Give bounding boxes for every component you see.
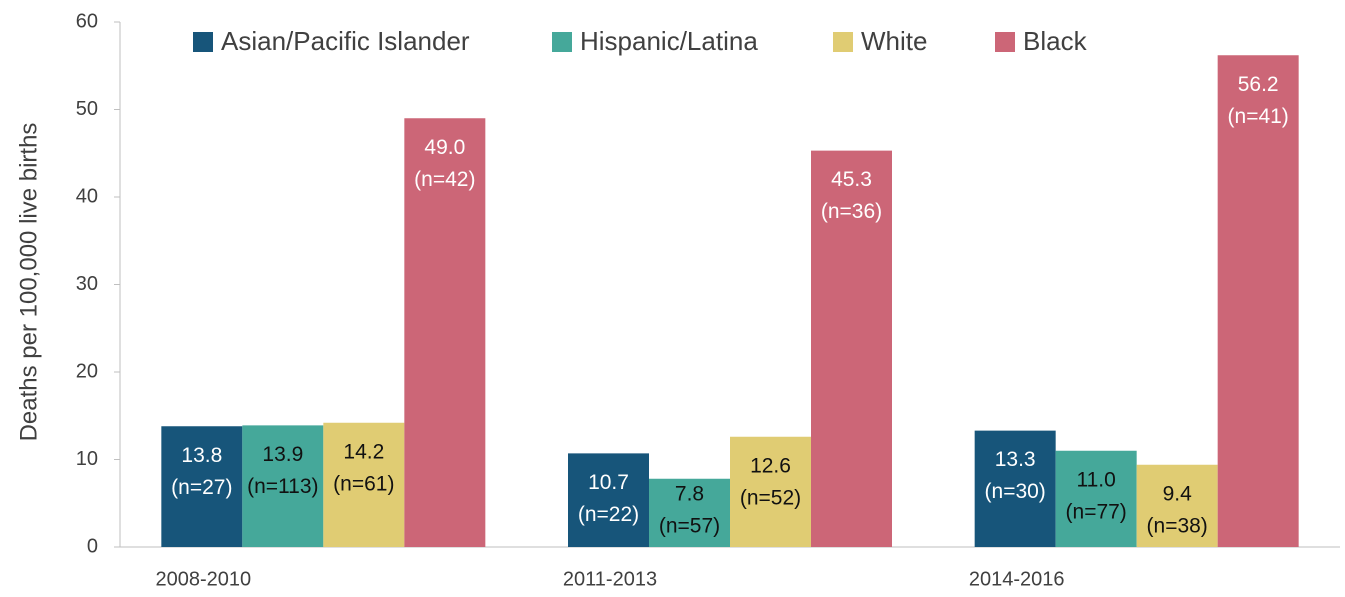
legend-swatch [995, 32, 1015, 52]
data-label: 11.0 [1077, 468, 1116, 491]
bar [649, 478, 730, 547]
data-label-count: (n=77) [1066, 500, 1127, 523]
data-label-count: (n=22) [578, 503, 639, 526]
x-tick-label: 2014-2016 [969, 568, 1065, 590]
legend-swatch [833, 32, 853, 52]
bar [1136, 464, 1218, 547]
data-label-count: (n=113) [247, 475, 318, 498]
data-label: 14.2 [343, 440, 384, 463]
legend-label: White [861, 26, 927, 56]
bar [323, 422, 405, 547]
x-tick-label: 2008-2010 [156, 568, 252, 590]
bar [730, 436, 811, 547]
legend-swatch [552, 32, 572, 52]
y-tick-label: 40 [76, 185, 98, 207]
y-tick-label: 20 [76, 360, 98, 382]
y-tick-label: 0 [87, 535, 98, 557]
bar [242, 425, 324, 547]
bar [1055, 450, 1137, 547]
x-tick-label: 2011-2013 [563, 568, 657, 590]
data-label-count: (n=27) [171, 476, 232, 499]
bar [161, 426, 243, 547]
bar [1217, 55, 1299, 547]
data-label: 9.4 [1163, 482, 1193, 505]
data-label-count: (n=36) [821, 200, 882, 223]
bar [404, 118, 486, 547]
data-label-count: (n=61) [333, 472, 394, 495]
data-label: 56.2 [1238, 73, 1279, 96]
data-label-count: (n=42) [414, 168, 475, 191]
y-tick-label: 60 [76, 10, 98, 32]
data-label: 13.3 [995, 448, 1036, 471]
data-label: 13.8 [181, 444, 222, 467]
data-label-count: (n=38) [1147, 514, 1208, 537]
bar [568, 453, 649, 547]
data-label: 7.8 [675, 483, 704, 506]
data-label: 49.0 [424, 136, 465, 159]
bar [974, 430, 1056, 547]
y-tick-label: 30 [76, 273, 98, 295]
data-label-count: (n=57) [659, 515, 720, 538]
legend-label: Black [1023, 26, 1088, 56]
legend-label: Hispanic/Latina [580, 26, 758, 56]
bar [811, 150, 892, 547]
data-label-count: (n=52) [740, 486, 801, 509]
y-axis-title: Deaths per 100,000 live births [15, 123, 42, 442]
y-tick-label: 50 [76, 98, 98, 120]
data-label: 45.3 [831, 168, 872, 191]
data-label: 13.9 [262, 443, 303, 466]
legend-label: Asian/Pacific Islander [221, 26, 470, 56]
data-label-count: (n=30) [985, 480, 1046, 503]
legend-swatch [193, 32, 213, 52]
y-tick-label: 10 [76, 448, 98, 470]
data-label: 10.7 [588, 471, 629, 494]
data-label-count: (n=41) [1228, 105, 1289, 128]
data-label: 12.6 [750, 454, 791, 477]
